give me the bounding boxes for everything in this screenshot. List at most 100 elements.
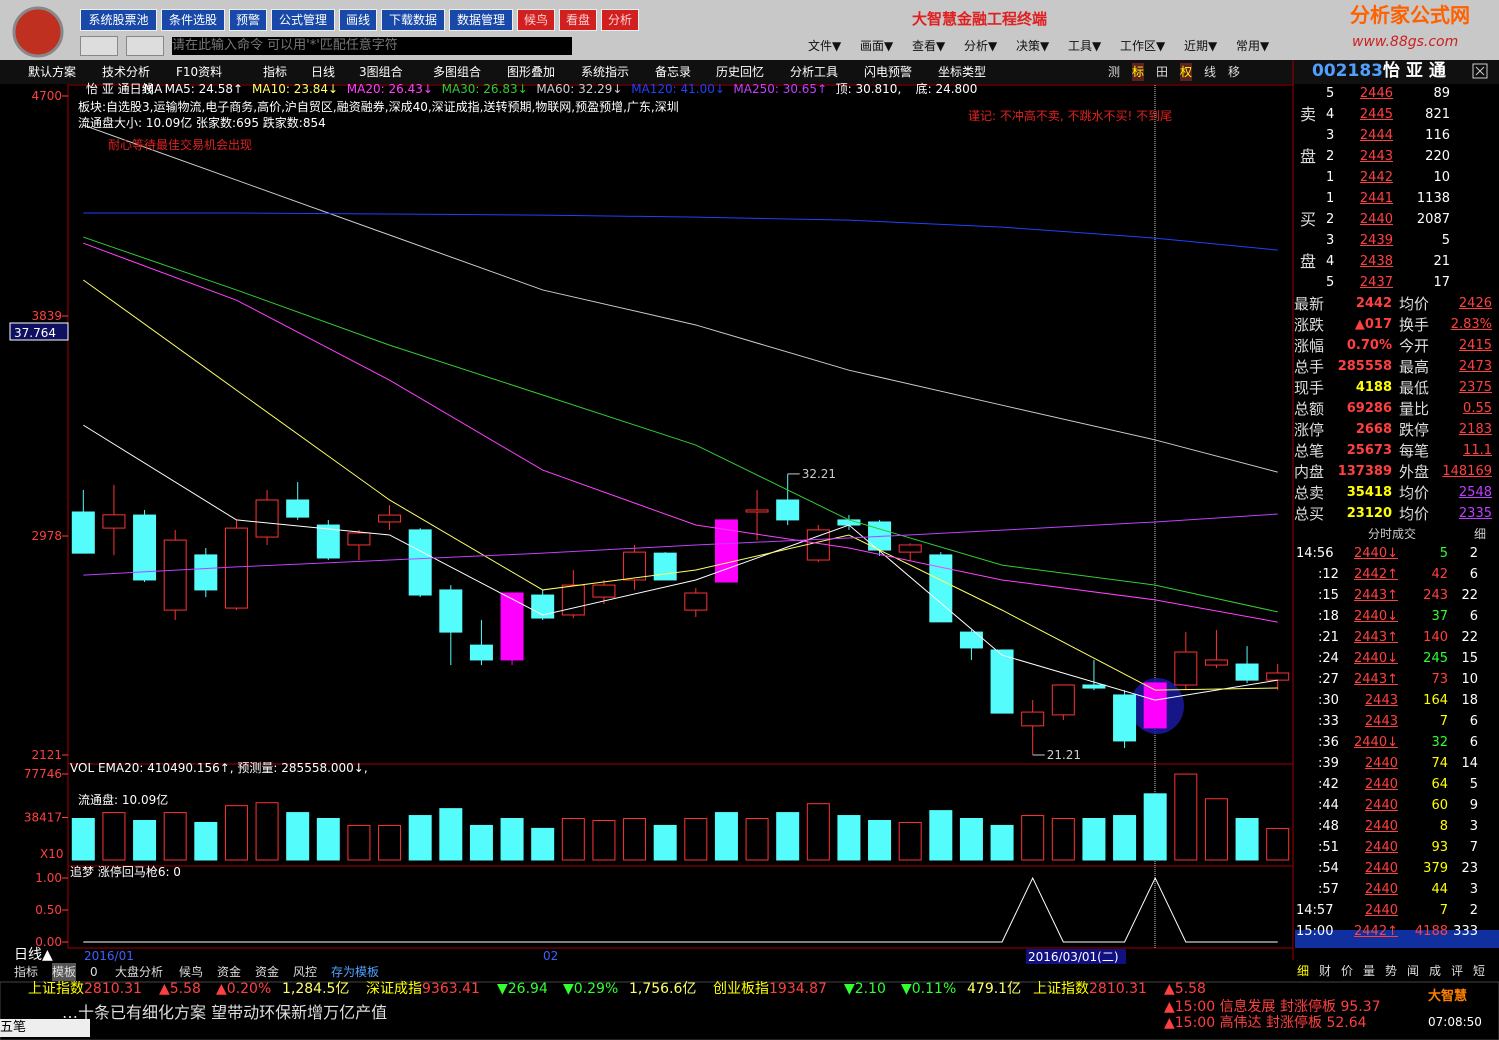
- tab[interactable]: 技术分析: [102, 65, 151, 79]
- panel-tab[interactable]: 短: [1473, 964, 1486, 978]
- tab[interactable]: F10资料: [176, 65, 223, 79]
- toolbar-button[interactable]: 画线: [339, 9, 377, 31]
- tick-volume: 42: [1431, 567, 1448, 582]
- ma-legend: MA10: 23.84↓: [252, 82, 338, 96]
- candle-body: [133, 514, 157, 581]
- ma-legend: MA250: 30.65↑: [733, 82, 827, 96]
- ime[interactable]: 五笔: [0, 1019, 90, 1037]
- stat-value: 69286: [1346, 401, 1392, 416]
- volume-bar: [1143, 793, 1167, 861]
- toolbar-button[interactable]: 候鸟: [517, 9, 555, 31]
- candle-body: [959, 631, 983, 649]
- tab[interactable]: 默认方案: [28, 65, 77, 79]
- tick-price: 2443: [1364, 693, 1398, 708]
- stat-label: 量比: [1399, 400, 1430, 418]
- stat-value: 2473: [1458, 359, 1492, 374]
- stat-value: 285558: [1337, 359, 1392, 374]
- menu[interactable]: 近期▼: [1184, 39, 1218, 53]
- panel-tab[interactable]: 势: [1385, 964, 1398, 978]
- bottom-tab[interactable]: 风控: [293, 965, 318, 979]
- panel-tab[interactable]: 闻: [1407, 964, 1420, 978]
- volume-bar: [837, 815, 861, 861]
- panel-tab[interactable]: 评: [1451, 964, 1464, 978]
- tab-tool[interactable]: 测: [1108, 65, 1121, 79]
- tab[interactable]: 闪电预警: [864, 65, 913, 79]
- menu[interactable]: 分析▼: [964, 39, 998, 53]
- tab-tool[interactable]: 田: [1156, 65, 1169, 79]
- panel-tab[interactable]: 财: [1319, 964, 1332, 978]
- toolbar-button[interactable]: 条件选股: [161, 9, 225, 31]
- close-button[interactable]: [1472, 63, 1488, 79]
- volume-bar: [684, 818, 708, 861]
- stat-label: 涨停: [1294, 421, 1325, 439]
- tab[interactable]: 系统指示: [581, 65, 630, 79]
- note: 耐心等待最佳交易机会出现: [108, 137, 252, 152]
- candle-body: [1266, 672, 1290, 681]
- tab[interactable]: 日线: [311, 65, 336, 79]
- tick-price: 2440: [1364, 819, 1398, 834]
- tick-price: 2442↑: [1354, 567, 1398, 582]
- command-input[interactable]: 请在此输入命令 可以用'*'匹配任意字符: [172, 37, 572, 55]
- bottom-tab[interactable]: 指标: [14, 965, 39, 979]
- menu[interactable]: 查看▼: [912, 39, 946, 53]
- menu[interactable]: 文件▼: [808, 39, 842, 53]
- toolbar-button[interactable]: 分析: [601, 9, 639, 31]
- toolbar-button[interactable]: 看盘: [559, 9, 597, 31]
- tick-volume: 74: [1431, 756, 1448, 771]
- back-button[interactable]: [80, 36, 118, 56]
- menu[interactable]: 决策▼: [1016, 39, 1050, 53]
- volume-bar: [224, 805, 248, 861]
- bottom-tab[interactable]: 资金: [255, 965, 280, 979]
- tab-tool[interactable]: 线: [1204, 65, 1217, 79]
- menu[interactable]: 常用▼: [1236, 39, 1270, 53]
- tab-tool[interactable]: 移: [1228, 65, 1241, 79]
- menu[interactable]: 工具▼: [1068, 39, 1102, 53]
- tab[interactable]: 历史回忆: [716, 65, 765, 79]
- bottom-tab[interactable]: 模板: [52, 963, 77, 981]
- panel-tab[interactable]: 成: [1429, 964, 1442, 978]
- size: 5: [1441, 233, 1450, 248]
- volume-bar: [959, 818, 983, 861]
- toolbar-button[interactable]: 预警: [229, 9, 267, 31]
- toolbar-button[interactable]: 系统股票池: [80, 9, 157, 31]
- news: …十条已有细化方案 望带动环保新增万亿产值: [62, 1003, 388, 1022]
- bottom-tab[interactable]: 候鸟: [179, 965, 204, 979]
- bottom-tab[interactable]: 大盘分析: [115, 965, 164, 979]
- ma-legend: MA5: 24.58↑: [165, 82, 243, 96]
- bottom-tab[interactable]: 资金: [217, 965, 242, 979]
- toolbar-button[interactable]: 公式管理: [271, 9, 335, 31]
- tab-tool[interactable]: 标: [1132, 63, 1145, 81]
- ma-line: [83, 124, 1278, 473]
- panel-tab[interactable]: 细: [1297, 964, 1310, 978]
- bottom-tab[interactable]: 0: [90, 965, 98, 979]
- tab[interactable]: 备忘录: [655, 65, 692, 79]
- date-label: 2016/01: [84, 949, 134, 963]
- volume-bar: [133, 819, 157, 861]
- candle-body: [1143, 682, 1167, 729]
- toolbar-button[interactable]: 数据管理: [449, 9, 513, 31]
- menu[interactable]: 画面▼: [860, 39, 894, 53]
- volume-bar: [1174, 773, 1198, 861]
- y-tick-label: 77746: [24, 767, 62, 781]
- toolbar-button[interactable]: 下载数据: [381, 9, 445, 31]
- bottom-tab[interactable]: 存为模板: [331, 965, 380, 979]
- forward-button[interactable]: [126, 36, 164, 56]
- menu[interactable]: 工作区▼: [1120, 39, 1166, 53]
- tab[interactable]: 坐标类型: [938, 65, 987, 79]
- panel-tab[interactable]: 价: [1341, 964, 1354, 978]
- volume-bar: [531, 827, 555, 861]
- ticks-detail[interactable]: 细: [1474, 527, 1487, 541]
- tab[interactable]: 3图组合: [359, 65, 403, 79]
- volume-bar: [469, 824, 493, 861]
- tab[interactable]: 指标: [263, 65, 288, 79]
- tab[interactable]: 多图组合: [433, 65, 482, 79]
- tab[interactable]: 分析工具: [790, 65, 839, 79]
- panel-tab[interactable]: 量: [1363, 964, 1376, 978]
- level: 5: [1326, 275, 1335, 290]
- status-item: 上证指数: [1033, 981, 1089, 997]
- tab[interactable]: 图形叠加: [507, 65, 556, 79]
- tick-time: :12: [1318, 567, 1339, 582]
- close-icon: [1475, 66, 1485, 76]
- stat-label: 均价: [1399, 295, 1430, 313]
- tab-tool[interactable]: 权: [1180, 63, 1193, 81]
